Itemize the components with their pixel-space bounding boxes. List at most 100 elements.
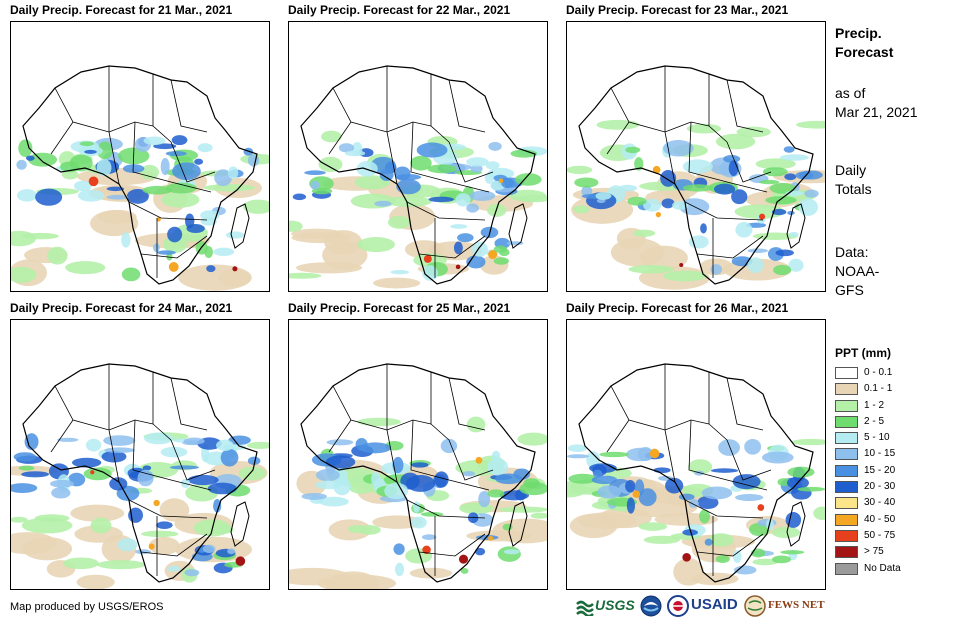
rain-cell (200, 210, 220, 221)
rain-cell (413, 501, 420, 513)
rain-cell (428, 196, 455, 203)
rain-cell (422, 265, 438, 281)
panel-title: Daily Precip. Forecast for 21 Mar., 2021 (10, 3, 233, 17)
legend-label: 15 - 20 (864, 464, 896, 476)
rain-cell (96, 158, 112, 177)
daily-line-2: Totals (835, 181, 872, 197)
dry-area (322, 240, 368, 270)
precip-map (288, 319, 548, 590)
light-rain (350, 193, 396, 209)
forecast-panel-1: Daily Precip. Forecast for 21 Mar., 2021 (10, 2, 270, 292)
country-border (726, 79, 764, 133)
light-rain (715, 133, 756, 150)
rain-cell (160, 157, 170, 176)
rain-cell (122, 164, 145, 173)
rain-cell (410, 516, 427, 529)
rain-cell (634, 157, 644, 171)
light-rain (238, 466, 267, 481)
africa-map-svg (11, 65, 269, 291)
light-rain (686, 123, 722, 134)
light-rain (357, 237, 395, 253)
rain-cell (374, 200, 392, 207)
heavy-rain-spot (682, 553, 691, 562)
africa-map-svg (289, 65, 547, 289)
country-border (684, 499, 764, 519)
rain-cell (393, 543, 405, 555)
rain-cell (153, 243, 160, 253)
rain-cell (50, 479, 75, 488)
rain-cell (421, 534, 437, 540)
country-border (132, 419, 212, 491)
rain-cell (142, 185, 173, 195)
country-border (726, 141, 772, 183)
rain-cell (798, 198, 818, 216)
legend-swatch (835, 497, 858, 510)
country-border (332, 87, 432, 133)
rain-cell (117, 538, 138, 552)
legend-swatch (835, 546, 858, 559)
madagascar-outline (786, 501, 806, 547)
rain-cell (344, 150, 366, 157)
country-border (386, 131, 398, 185)
rain-cell (318, 496, 349, 507)
country-border (170, 377, 208, 431)
country-border (54, 385, 154, 431)
light-rain (813, 506, 825, 520)
rain-cell (773, 264, 792, 276)
rain-cell (21, 471, 50, 478)
dry-area (673, 558, 705, 586)
legend-label: 30 - 40 (864, 497, 896, 509)
country-border (108, 429, 120, 483)
rain-cell (213, 499, 222, 513)
rain-cell (379, 168, 394, 182)
light-rain (688, 459, 713, 475)
light-rain (318, 156, 343, 173)
daily-line-1: Daily (835, 162, 867, 178)
country-border (688, 419, 768, 491)
dry-area (97, 209, 137, 224)
rain-cell (597, 485, 621, 499)
rain-cell (487, 458, 509, 476)
heavy-rain-spot (423, 255, 432, 263)
light-rain (596, 119, 640, 130)
rain-cell (106, 186, 125, 192)
rain-cell (187, 474, 219, 486)
light-rain (34, 514, 70, 523)
rain-cell (718, 439, 741, 456)
country-border (684, 201, 764, 221)
forecast-panel-6: Daily Precip. Forecast for 26 Mar., 2021 (566, 300, 826, 590)
rain-cell (227, 548, 236, 555)
legend-swatch (835, 513, 858, 526)
rain-cell (731, 256, 753, 267)
light-rain (736, 126, 771, 138)
rain-cell (292, 193, 307, 201)
rain-cell (783, 146, 795, 153)
light-rain (530, 512, 547, 519)
light-rain (321, 130, 342, 143)
light-rain (498, 506, 547, 513)
rain-cell (77, 189, 105, 202)
rain-cell (627, 196, 647, 206)
forecast-panel-3: Daily Precip. Forecast for 23 Mar., 2021 (566, 2, 826, 292)
rain-cell (455, 193, 471, 207)
country-border (708, 372, 728, 441)
rain-cell (784, 173, 797, 181)
country-border (664, 131, 676, 185)
light-rain (628, 265, 674, 274)
rain-cell (750, 548, 766, 558)
rain-cell (410, 155, 432, 171)
panel-title: Daily Precip. Forecast for 25 Mar., 2021 (288, 301, 511, 315)
rain-cell (160, 446, 188, 458)
rain-cell (359, 442, 391, 454)
rain-cell (156, 521, 173, 530)
legend-swatch (835, 562, 858, 575)
forecast-panel-2: Daily Precip. Forecast for 22 Mar., 2021 (288, 2, 548, 292)
noaa-seal-icon (640, 595, 662, 617)
rain-cell (487, 167, 515, 180)
light-rain (572, 205, 590, 214)
rain-cell (25, 155, 35, 161)
light-rain (517, 194, 547, 203)
legend-title: PPT (mm) (835, 346, 892, 360)
rain-cell (780, 550, 805, 555)
heavy-rain-spot (422, 545, 431, 555)
